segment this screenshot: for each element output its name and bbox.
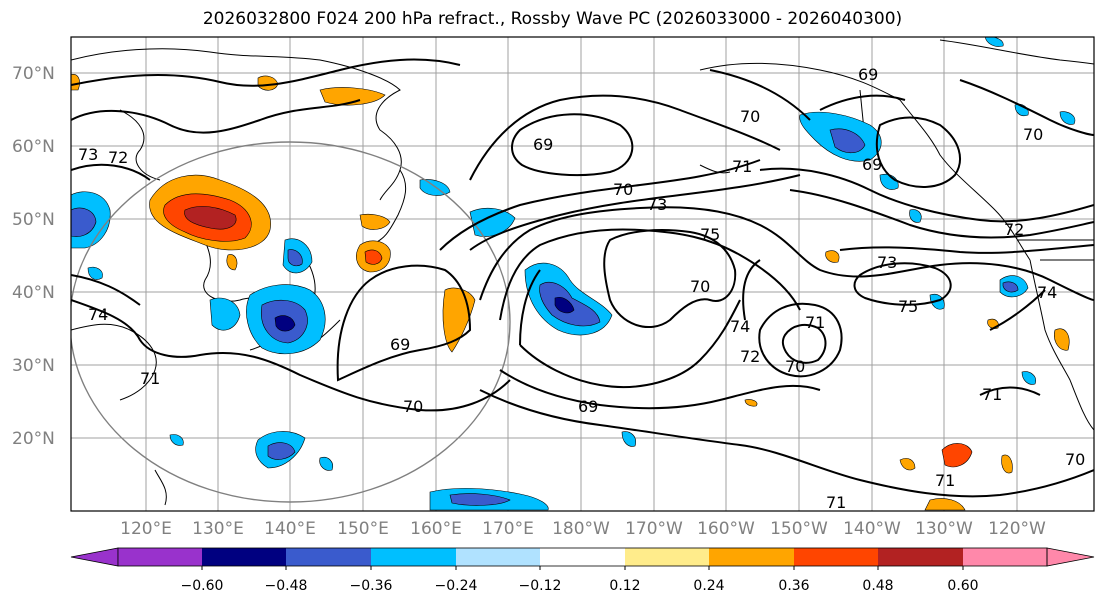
colorbar-segment <box>963 548 1047 566</box>
contour-label: 70 <box>690 277 710 296</box>
colorbar-label: −0.60 <box>181 578 224 594</box>
lon-label: 140°E <box>264 519 316 539</box>
colorbar-segment <box>118 548 202 566</box>
colorbar-outline <box>117 547 1048 567</box>
anomaly-shading <box>71 37 1076 511</box>
contour-label: 71 <box>732 157 752 176</box>
contour-label: 69 <box>390 335 410 354</box>
lat-label: 20°N <box>12 429 55 449</box>
colorbar-label: −0.12 <box>519 578 562 594</box>
colorbar-label: 0.48 <box>862 578 893 594</box>
colorbar-segment <box>794 548 878 566</box>
colorbar-segment <box>371 548 456 566</box>
contour-label: 73 <box>877 253 897 272</box>
colorbar-label: −0.36 <box>350 578 393 594</box>
colorbar-label: 0.36 <box>778 578 809 594</box>
latitude-labels: 70°N 60°N 50°N 40°N 30°N 20°N <box>12 64 55 449</box>
highlight-circle <box>71 141 511 503</box>
contour-label: 71 <box>826 493 846 512</box>
lon-label: 160°E <box>410 519 462 539</box>
colorbar-segment <box>709 548 794 566</box>
colorbar-tick-labels: −0.60 −0.48 −0.36 −0.24 −0.12 0.12 0.24 … <box>181 578 979 594</box>
longitude-labels: 120°E 130°E 140°E 150°E 160°E 170°E 180°… <box>120 519 1046 539</box>
lon-label: 150°E <box>337 519 389 539</box>
contour-label: 75 <box>700 225 720 244</box>
contour-label: 69 <box>862 155 882 174</box>
colorbar-extend-high <box>1046 547 1095 567</box>
contour-label: 69 <box>578 397 598 416</box>
colorbar-label: 0.12 <box>609 578 640 594</box>
colorbar-label: −0.48 <box>265 578 308 594</box>
contour-label: 70 <box>785 357 805 376</box>
lat-label: 40°N <box>12 283 55 303</box>
colorbar-segment <box>625 548 709 566</box>
colorbar-label: 0.60 <box>947 578 978 594</box>
contour-label: 71 <box>935 471 955 490</box>
lon-label: 120°E <box>120 519 172 539</box>
contour-lines <box>71 58 1094 498</box>
map-border <box>70 36 1095 512</box>
map-panel <box>71 37 1094 511</box>
lon-label: 170°W <box>625 519 683 539</box>
colorbar-extend-low <box>70 547 119 567</box>
colorbar-label: 0.24 <box>693 578 724 594</box>
colorbar-segment <box>540 548 625 566</box>
lon-label: 140°W <box>843 519 901 539</box>
lon-label: 150°W <box>770 519 828 539</box>
contour-label: 73 <box>647 195 667 214</box>
contour-label: 70 <box>403 397 423 416</box>
lon-label: 160°W <box>697 519 755 539</box>
lat-label: 50°N <box>12 210 55 230</box>
contour-label: 73 <box>78 145 98 164</box>
lon-label: 130°E <box>192 519 244 539</box>
map-title: 2026032800 F024 200 hPa refract., Rossby… <box>202 9 903 29</box>
contour-label: 70 <box>1065 450 1085 469</box>
contour-label: 69 <box>858 65 878 84</box>
contour-label-layer: 73 72 74 71 69 70 69 70 73 75 70 71 69 6… <box>78 65 1085 512</box>
colorbar-segment <box>878 548 963 566</box>
contour-label: 71 <box>982 385 1002 404</box>
colorbar-segment <box>286 548 371 566</box>
lat-label: 60°N <box>12 137 55 157</box>
contour-label: 70 <box>613 180 633 199</box>
contour-label: 70 <box>740 107 760 126</box>
contour-label: 74 <box>1037 283 1057 302</box>
colorbar-segment <box>456 548 540 566</box>
contour-label: 69 <box>533 135 553 154</box>
contour-label: 74 <box>730 317 750 336</box>
lon-label: 130°W <box>915 519 973 539</box>
contour-label: 71 <box>140 369 160 388</box>
lat-label: 30°N <box>12 356 55 376</box>
colorbar-label: −0.24 <box>435 578 478 594</box>
lon-label: 170°E <box>482 519 534 539</box>
contour-label: 75 <box>898 297 918 316</box>
colorbar-segment <box>202 548 286 566</box>
contour-label: 72 <box>108 148 128 167</box>
lat-label: 70°N <box>12 64 55 84</box>
lon-label: 180°W <box>552 519 610 539</box>
contour-label: 71 <box>805 313 825 332</box>
contour-label: 74 <box>88 305 108 324</box>
contour-label: 72 <box>740 347 760 366</box>
colorbar <box>70 547 1095 570</box>
lon-label: 120°W <box>988 519 1046 539</box>
contour-label: 70 <box>1023 125 1043 144</box>
contour-label: 72 <box>1004 220 1024 239</box>
